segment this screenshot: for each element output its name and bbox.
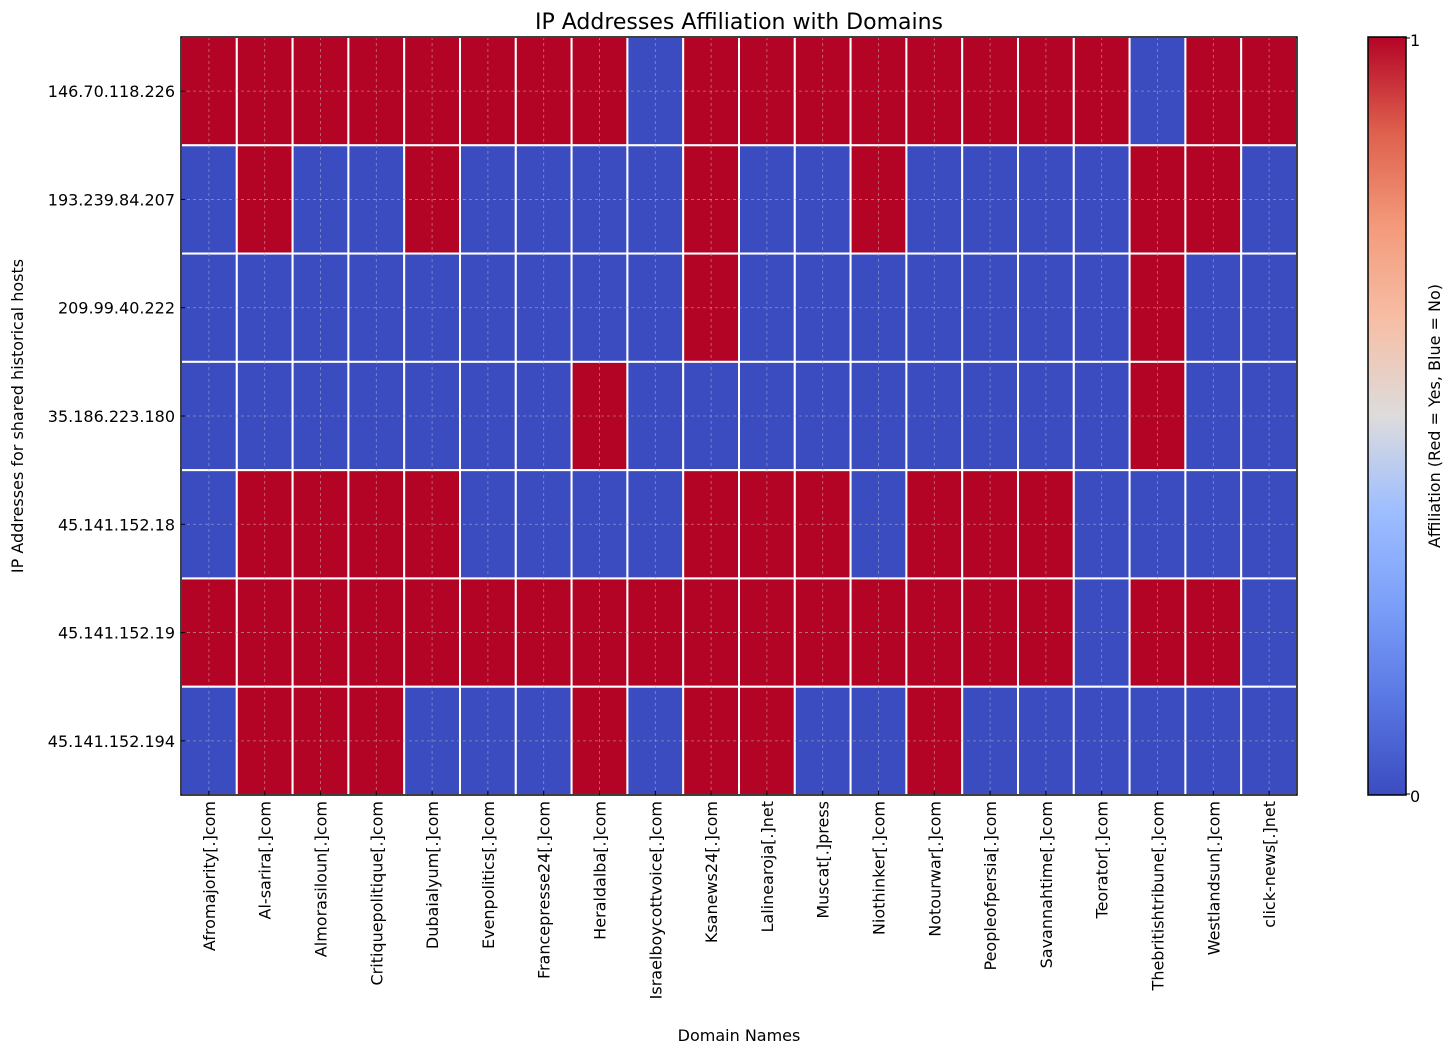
y-tick-labels: 146.70.118.226 193.239.84.207 209.99.40.22… xyxy=(48,82,185,751)
colorbar-tick-label-bottom: 0 xyxy=(1410,787,1420,806)
x-tick-label: Francepresse24[.]com xyxy=(535,801,554,979)
x-axis-label: Domain Names xyxy=(678,1026,801,1045)
x-tick-labels: Afromajority[.]com Al-sarira[.]com Almoras… xyxy=(200,791,1279,999)
x-tick-label: Savannahtime[.]com xyxy=(1037,801,1056,968)
x-tick-label: Heraldalba[.]com xyxy=(591,801,610,940)
x-tick-label: Notourwar[.]com xyxy=(925,801,944,937)
y-tick-label: 146.70.118.226 xyxy=(48,82,175,101)
x-tick-label: Afromajority[.]com xyxy=(200,801,219,951)
x-tick-label: Teorator[.]com xyxy=(1093,801,1112,919)
x-tick-label: Israelboycottvoice[.]com xyxy=(646,801,665,999)
x-tick-label: Al-sarira[.]com xyxy=(256,801,275,919)
y-tick-label: 209.99.40.222 xyxy=(58,299,175,318)
colorbar-tick-label-top: 1 xyxy=(1410,31,1420,50)
x-tick-label: Lalinearoja[.]net xyxy=(758,801,777,933)
x-tick-label: Almorasiloun[.]com xyxy=(312,801,331,957)
y-tick-label: 35.186.223.180 xyxy=(48,407,175,426)
y-tick-label: 193.239.84.207 xyxy=(48,190,175,209)
y-tick-label: 45.141.152.19 xyxy=(58,624,175,643)
y-axis-label: IP Addresses for shared historical hosts xyxy=(8,259,27,573)
gridlines xyxy=(181,37,1297,795)
x-tick-label: Critiquepolitique[.]com xyxy=(367,801,386,986)
x-tick-label: click-news[.]net xyxy=(1260,801,1279,928)
y-tick-label: 45.141.152.194 xyxy=(48,732,175,751)
x-tick-label: Muscat[.]press xyxy=(814,801,833,919)
x-tick-label: Peopleofpersia[.]com xyxy=(981,801,1000,970)
x-tick-label: Evenpolitics[.]com xyxy=(479,801,498,949)
x-tick-label: Thebritishtribune[.]com xyxy=(1149,801,1168,991)
colorbar xyxy=(1367,36,1407,796)
colorbar-label: Affiliation (Red = Yes, Blue = No) xyxy=(1425,284,1444,548)
y-tick-label: 45.141.152.18 xyxy=(58,515,175,534)
x-tick-label: Dubaialyum[.]com xyxy=(423,801,442,949)
x-tick-label: Westlandsun[.]com xyxy=(1204,801,1223,955)
x-tick-label: Ksanews24[.]com xyxy=(702,801,721,943)
x-tick-label: Niothinker[.]com xyxy=(870,801,889,935)
chart-title: IP Addresses Affiliation with Domains xyxy=(535,10,943,35)
